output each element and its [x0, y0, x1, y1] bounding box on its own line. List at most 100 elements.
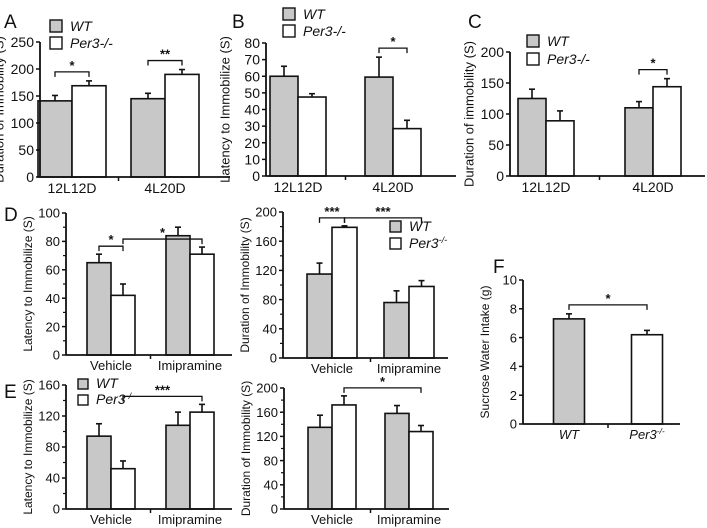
- y-tick-label: 20: [244, 135, 260, 151]
- significance-bracket: [568, 304, 648, 310]
- x-category-label: Per3-/-: [629, 426, 665, 442]
- y-tick-label: 80: [46, 440, 60, 455]
- bar-wt-vehicle: [86, 435, 112, 510]
- legend-swatch-wt: [77, 378, 89, 390]
- y-tick-label: 50: [488, 137, 504, 153]
- y-tick-label: 60: [46, 262, 60, 277]
- y-axis-label: Latency to Immobilize (S): [21, 216, 35, 351]
- y-tick-label: 20: [46, 319, 60, 334]
- y-tick-label: 40: [264, 477, 278, 492]
- y-tick-label: 200: [481, 44, 505, 60]
- y-tick-label: 150: [481, 75, 505, 91]
- bar-wt-imipramine: [165, 424, 191, 510]
- significance-label: ***: [324, 204, 340, 219]
- bar-wt-imipramine: [383, 301, 410, 359]
- panel-d-latency: D 0 20 40 60 80 100 Vehicle Imipramine Latency t…: [0, 195, 240, 375]
- y-tick-label: 6: [510, 330, 517, 345]
- significance-bracket: [122, 238, 203, 245]
- y-tick-label: 10: [503, 273, 517, 288]
- y-tick-label: 100: [11, 115, 35, 131]
- y-tick-label: 80: [244, 35, 260, 51]
- y-tick-label: 200: [11, 61, 35, 77]
- bar-wt-wt: [552, 318, 586, 425]
- bar-per3--12l12d: [297, 96, 327, 177]
- significance-label: ***: [375, 204, 391, 219]
- legend-swatch-wt: [49, 19, 63, 33]
- y-tick-label: 0: [26, 169, 34, 185]
- legend-label: Per3-/-: [547, 51, 590, 67]
- y-tick-label: 40: [46, 291, 60, 306]
- bar-wt-vehicle: [306, 273, 333, 359]
- superscript: -/-: [126, 391, 135, 401]
- chart-d-latency: 0 20 40 60 80 100 Vehicle Imipramine Latency to …: [21, 206, 232, 373]
- bar-wt-imipramine: [384, 412, 410, 510]
- y-tick-label: 0: [252, 168, 260, 184]
- significance-bracket: [122, 395, 203, 402]
- superscript: -/-: [657, 426, 665, 436]
- x-category-label: Imipramine: [377, 361, 441, 376]
- legend-label: WT: [547, 33, 570, 49]
- y-axis-label: Duration of immobility (S): [462, 41, 477, 187]
- legend-label: Per3-/-: [96, 391, 134, 407]
- panel-label-e: E: [4, 382, 17, 403]
- legend-label: WT: [70, 18, 93, 34]
- bar-per3--imipramine: [408, 430, 434, 510]
- y-tick-label: 40: [263, 321, 277, 336]
- significance-bracket: [343, 387, 422, 393]
- y-tick-label: 200: [256, 381, 278, 396]
- x-category-label: Imipramine: [158, 358, 222, 373]
- significance-label: **: [160, 47, 171, 62]
- bar-wt-12l12d: [517, 97, 547, 177]
- y-tick-label: 30: [244, 118, 260, 134]
- legend-swatch-per3: [526, 52, 540, 66]
- chart-f: 0 2 4 6 8 10 WT Per3-/- Sucrose Water Intake (g)…: [478, 273, 680, 442]
- y-tick-label: 0: [53, 502, 60, 517]
- y-axis-label: Latency to Immobilize (S): [21, 379, 35, 514]
- bar-wt-vehicle: [307, 426, 333, 510]
- y-tick-label: 200: [255, 205, 277, 220]
- panel-label-d: D: [4, 205, 18, 226]
- significance-label: *: [380, 374, 386, 389]
- legend-label: WT: [409, 218, 432, 234]
- panel-label-b: B: [232, 12, 245, 33]
- panel-label-f: F: [493, 257, 505, 278]
- y-tick-label: 0: [53, 348, 60, 363]
- x-category-label: 12L12D: [521, 179, 570, 195]
- x-category-label: Vehicle: [90, 512, 132, 527]
- panel-a: A 0 50 100 150 200 250 12L12D 4L20D Duration of …: [0, 0, 240, 196]
- bar-per3--4l20d: [652, 85, 682, 177]
- bar-per3--4l20d: [392, 127, 422, 177]
- x-category-label: WT: [559, 427, 580, 442]
- legend-label: Per3-/-: [303, 23, 346, 39]
- legend-swatch-per3: [282, 24, 296, 38]
- y-tick-label: 120: [38, 409, 60, 424]
- y-tick-label: 70: [244, 52, 260, 68]
- bar-per3--12l12d: [71, 84, 107, 178]
- significance-bracket: [147, 59, 183, 66]
- y-tick-label: 40: [244, 102, 260, 118]
- x-category-label: 12L12D: [47, 180, 96, 196]
- y-tick-label: 50: [18, 142, 34, 158]
- y-tick-label: 100: [38, 206, 60, 221]
- significance-label: *: [69, 58, 75, 73]
- legend-label: WT: [96, 375, 119, 391]
- x-category-label: Vehicle: [90, 358, 132, 373]
- significance-bracket: [343, 217, 423, 223]
- significance-label: *: [390, 34, 396, 49]
- panel-b: B 0 10 20 30 40 50 60 70 80 12L12D 4L20D Latency to…: [218, 0, 470, 195]
- bar-per3--imipramine: [189, 253, 215, 356]
- bar-wt-12l12d: [37, 100, 73, 178]
- chart-e-latency: 0 40 80 120 160 Vehicle Imipramine Latency to I…: [21, 375, 232, 527]
- y-tick-label: 0: [510, 417, 517, 432]
- bar-per3--vehicle: [110, 467, 136, 510]
- bar-wt-4l20d: [364, 76, 394, 177]
- bar-wt-imipramine: [165, 234, 191, 356]
- y-tick-label: 160: [255, 234, 277, 249]
- significance-label: *: [605, 291, 611, 306]
- y-tick-label: 150: [11, 88, 35, 104]
- x-category-label: Vehicle: [311, 512, 353, 527]
- chart-a: 0 50 100 150 200 250 12L12D 4L20D Duration of Im…: [0, 18, 230, 196]
- legend-swatch-wt: [389, 220, 402, 233]
- bar-per3--vehicle: [110, 294, 136, 356]
- x-category-label: Vehicle: [311, 361, 353, 376]
